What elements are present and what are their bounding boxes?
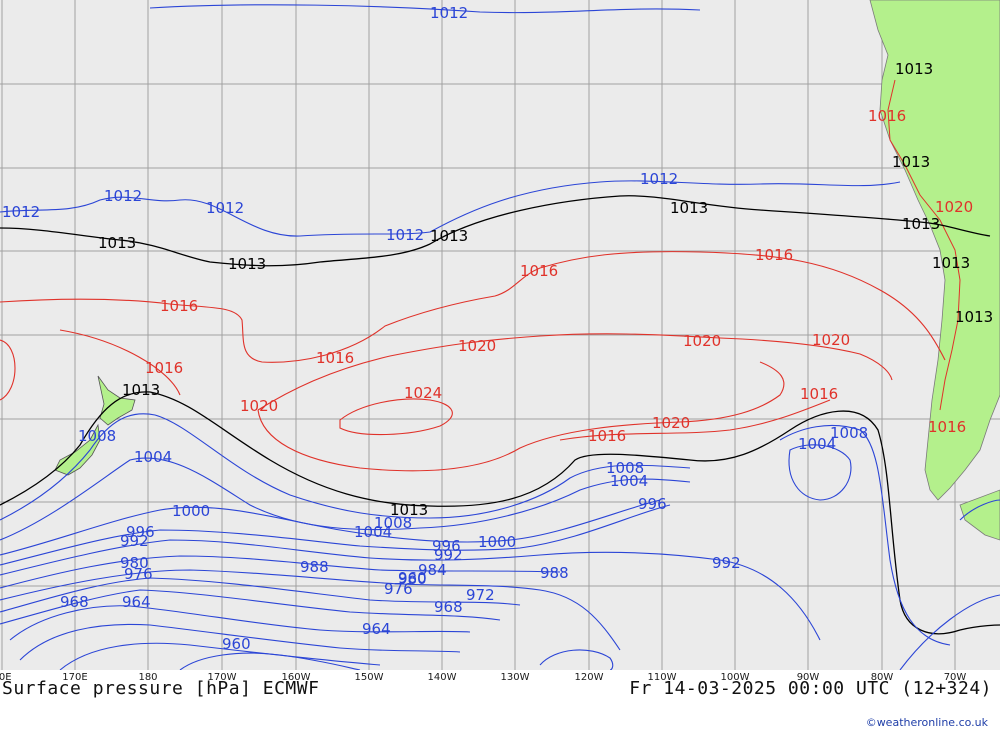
isobar-label: 976: [384, 580, 413, 598]
longitude-label: 170E: [62, 672, 88, 683]
isobar-label: 964: [122, 593, 151, 611]
isobar-label: 1013: [670, 199, 708, 217]
isobar-label: 1020: [240, 397, 278, 415]
isobar-label: 1012: [206, 199, 244, 217]
isobar-label: 1016: [316, 349, 354, 367]
isobar-label: 996: [126, 523, 155, 541]
pressure-map: 1012 1012 1012 1012 1012 1012 1013 1013 …: [0, 0, 1000, 670]
isobar-label: 1004: [610, 472, 648, 490]
isobar-label: 972: [466, 586, 495, 604]
isobar-label: 1012: [386, 226, 424, 244]
isobar-label: 988: [540, 564, 569, 582]
valid-time: Fr 14-03-2025 00:00 UTC (12+324): [629, 678, 992, 699]
isobar-label: 992: [712, 554, 741, 572]
isobar-label: 1008: [606, 459, 644, 477]
isobar-label: 996: [638, 495, 667, 513]
isobar-label: 1016: [800, 385, 838, 403]
new-zealand-south-island: [54, 423, 101, 476]
isobar-label: 1020: [652, 414, 690, 432]
isobar-label: 1016: [520, 262, 558, 280]
longitude-label: 110W: [647, 672, 677, 683]
longitude-label: 70W: [943, 672, 967, 683]
isobar-label: 1012: [2, 203, 40, 221]
isobar-label: 1004: [134, 448, 172, 466]
isobar-label: 1013: [228, 255, 266, 273]
isobar-label: 1013: [892, 153, 930, 171]
isobar-label: 1020: [683, 332, 721, 350]
isobar-label: 1000: [172, 502, 210, 520]
isobar-label: 1012: [640, 170, 678, 188]
isobar-label: 1016: [868, 107, 906, 125]
isobar-label: 1013: [902, 215, 940, 233]
longitude-label: 80W: [870, 672, 894, 683]
isobar-label: 1013: [955, 308, 993, 326]
isobar-label: 1013: [895, 60, 933, 78]
isobar-label: 1016: [928, 418, 966, 436]
south-america-land: [869, 0, 1000, 501]
longitude-label: 180: [138, 672, 158, 683]
longitude-label: 120W: [574, 672, 604, 683]
longitude-axis: 60E 170E 180 170W 160W 150W 140W 130W 12…: [0, 670, 1000, 686]
land: [54, 0, 1000, 541]
isobar-label: 1016: [588, 427, 626, 445]
longitude-label: 100W: [720, 672, 750, 683]
isobar-label: 1012: [430, 4, 468, 22]
isobar-label: 980: [398, 570, 427, 588]
isobar-label: 1016: [755, 246, 793, 264]
isobar-label: 1020: [935, 198, 973, 216]
longitude-label: 60E: [0, 672, 12, 683]
isobar-label: 968: [434, 598, 463, 616]
isobar-label: 1024: [404, 384, 442, 402]
isobar-label: 1020: [812, 331, 850, 349]
isobar-label: 988: [300, 558, 329, 576]
isobar-label: 1008: [78, 427, 116, 445]
isobar-label: 1008: [374, 514, 412, 532]
isobar-label: 1008: [830, 424, 868, 442]
isobar-label: 1016: [145, 359, 183, 377]
isobar-label: 1020: [458, 337, 496, 355]
isobar-label: 1013: [932, 254, 970, 272]
isobar-label: 1013: [122, 381, 160, 399]
map-title: Surface pressure [hPa] ECMWF: [2, 678, 320, 699]
isobar-label: 1013: [390, 501, 428, 519]
longitude-label: 170W: [207, 672, 237, 683]
longitude-label: 140W: [427, 672, 457, 683]
isobar-label: 964: [362, 620, 391, 638]
isobar-label: 996: [432, 537, 461, 555]
isobar-label: 980: [120, 554, 149, 572]
isobar-label: 1012: [104, 187, 142, 205]
credit-link[interactable]: ©weatheronline.co.uk: [865, 716, 988, 729]
isobar-label: 976: [124, 565, 153, 583]
isobar-label: 1000: [478, 533, 516, 551]
isobar-label: 968: [60, 593, 89, 611]
map-canvas: 1012 1012 1012 1012 1012 1012 1013 1013 …: [0, 0, 1000, 670]
isobar-label: 984: [418, 561, 447, 579]
longitude-label: 90W: [796, 672, 820, 683]
isobar-label: 1016: [160, 297, 198, 315]
isobar-labels: 1012 1012 1012 1012 1012 1012 1013 1013 …: [2, 4, 993, 653]
isobar-label: 992: [120, 532, 149, 550]
longitude-label: 130W: [500, 672, 530, 683]
isobar-label: 1013: [430, 227, 468, 245]
longitude-label: 150W: [354, 672, 384, 683]
map-footer: Surface pressure [hPa] ECMWF Fr 14-03-20…: [0, 676, 1000, 702]
isobars: [0, 4, 1000, 670]
isobar-label: 992: [434, 546, 463, 564]
isobar-label: 1004: [798, 435, 836, 453]
isobar-label: 960: [398, 569, 427, 587]
isobar-label: 1013: [98, 234, 136, 252]
longitude-label: 160W: [281, 672, 311, 683]
isobar-label: 960: [222, 635, 251, 653]
andes-relief: [887, 79, 961, 411]
isobar-label: 1004: [354, 523, 392, 541]
